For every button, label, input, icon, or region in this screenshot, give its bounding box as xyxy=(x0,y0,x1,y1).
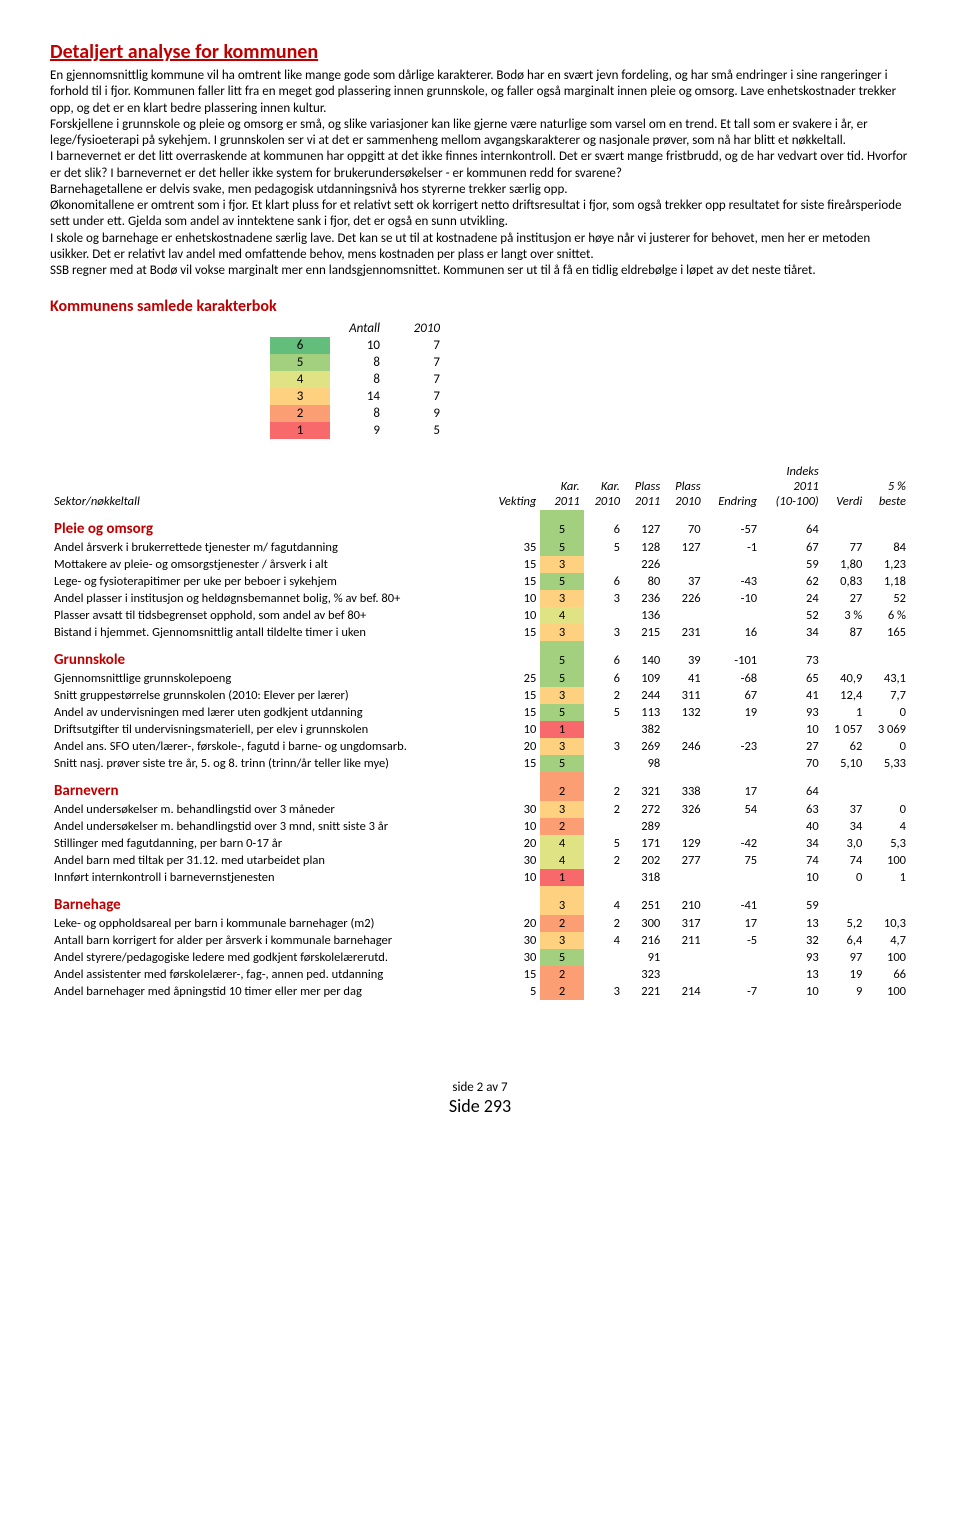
page-title: Detaljert analyse for kommunen xyxy=(50,40,910,64)
footer-small: side 2 av 7 xyxy=(50,1080,910,1095)
table-row: Andel barn med tiltak per 31.12. med uta… xyxy=(50,852,910,869)
table-row: Leke- og oppholdsareal per barn i kommun… xyxy=(50,915,910,932)
footer: side 2 av 7 Side 293 xyxy=(50,1080,910,1117)
table-row: Innført internkontroll i barnevernstjene… xyxy=(50,869,910,886)
table-row: Snitt nasj. prøver siste tre år, 5. og 8… xyxy=(50,755,910,772)
table-row: Andel undersøkelser m. behandlingstid ov… xyxy=(50,801,910,818)
table-row: Andel av undervisningen med lærer uten g… xyxy=(50,704,910,721)
table-row: Andel assistenter med førskolelærer-, fa… xyxy=(50,966,910,983)
table-row: Bistand i hjemmet. Gjennomsnittlig antal… xyxy=(50,624,910,641)
table-row: Antall barn korrigert for alder per årsv… xyxy=(50,932,910,949)
table-row: Snitt gruppestørrelse grunnskolen (2010:… xyxy=(50,687,910,704)
table-row: Andel undersøkelser m. behandlingstid ov… xyxy=(50,818,910,835)
table-row: Plasser avsatt til tidsbegrenset opphold… xyxy=(50,607,910,624)
main-table: Sektor/nøkkeltallVektingKar.2011Kar.2010… xyxy=(50,463,910,1000)
table-row: Andel årsverk i brukerrettede tjenester … xyxy=(50,539,910,556)
karakterbok-title: Kommunens samlede karakterbok xyxy=(50,297,910,316)
table-row: Gjennomsnittlige grunnskolepoeng25561094… xyxy=(50,670,910,687)
table-row: Lege- og fysioterapitimer per uke per be… xyxy=(50,573,910,590)
table-row: Driftsutgifter til undervisningsmateriel… xyxy=(50,721,910,738)
body-text: En gjennomsnittlig kommune vil ha omtren… xyxy=(50,68,910,279)
table-row: Mottakere av pleie- og omsorgstjenester … xyxy=(50,556,910,573)
table-row: Andel plasser i institusjon og heldøgnsb… xyxy=(50,590,910,607)
table-row: Stillinger med fagutdanning, per barn 0-… xyxy=(50,835,910,852)
footer-large: Side 293 xyxy=(50,1095,910,1117)
table-row: Andel barnehager med åpningstid 10 timer… xyxy=(50,983,910,1000)
table-row: Andel styrere/pedagogiske ledere med god… xyxy=(50,949,910,966)
karakterbok-table: Antall201061075874873147289195 xyxy=(270,320,450,439)
table-row: Andel ans. SFO uten/lærer-, førskole-, f… xyxy=(50,738,910,755)
